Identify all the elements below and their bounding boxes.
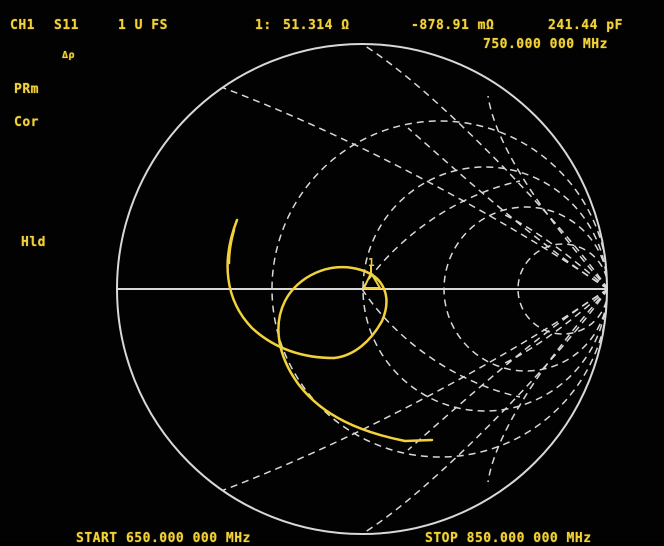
marker-frequency-readout: 750.000 000 MHz xyxy=(483,37,608,52)
cor-label: Cor xyxy=(14,115,39,130)
reactance-arc-5 xyxy=(361,288,607,534)
inner-reactance-arc-lower xyxy=(361,288,521,398)
inner-reactance-arc xyxy=(361,180,521,290)
resistance-circle-1 xyxy=(443,206,607,372)
marker-1: 1 xyxy=(362,256,382,289)
dashed-grid xyxy=(204,44,607,534)
reactance-arc-3 xyxy=(407,127,607,290)
stop-frequency: STOP 850.000 000 MHz xyxy=(425,531,592,546)
reactance-arc-9 xyxy=(504,288,607,364)
resistance-readout: 51.314 Ω xyxy=(283,18,350,33)
capacitance-readout: 241.44 pF xyxy=(548,18,623,33)
reactance-readout: -878.91 mΩ xyxy=(411,18,495,33)
reactance-arc-2 xyxy=(487,95,607,290)
parameter-label: S11 xyxy=(54,18,79,33)
prm-label: PRm xyxy=(14,82,39,97)
hld-label: Hld xyxy=(21,235,46,250)
marker-number: 1 xyxy=(368,256,375,269)
channel-label: CH1 xyxy=(10,18,35,33)
reactance-arc-8 xyxy=(407,288,607,451)
start-frequency: START 650.000 000 MHz xyxy=(76,531,251,546)
reactance-arc-4 xyxy=(504,214,607,290)
measurement-trace xyxy=(226,218,434,443)
delta-label: Δρ xyxy=(62,50,76,61)
reactance-arc-7 xyxy=(487,288,607,483)
marker-index-label: 1: xyxy=(255,18,272,33)
scale-label: 1 U FS xyxy=(118,18,168,33)
reactance-arc-0 xyxy=(361,44,607,290)
